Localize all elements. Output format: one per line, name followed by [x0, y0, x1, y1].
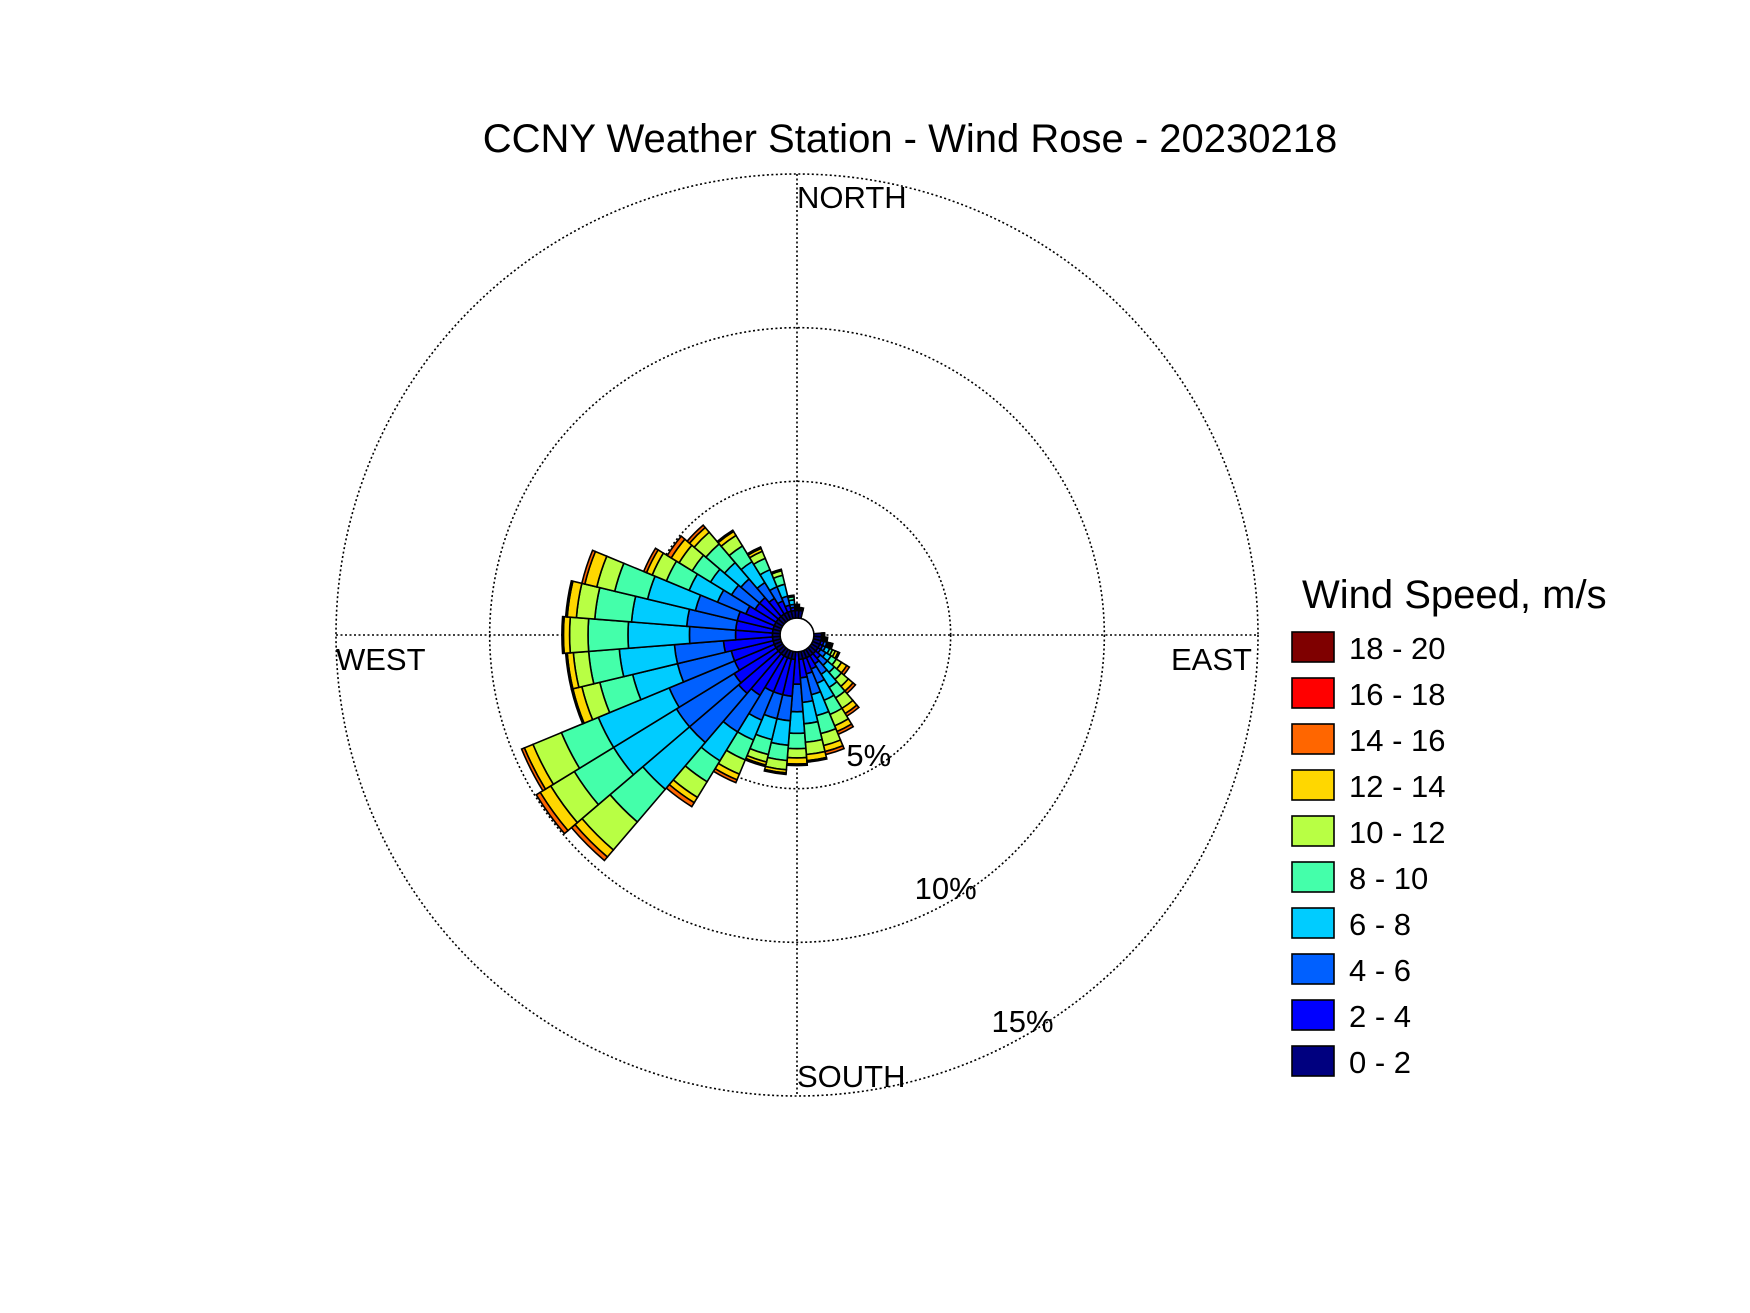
- sector-234-bin-7: [535, 791, 570, 835]
- sector-270-bin-4: [587, 617, 630, 653]
- direction-label-west: WEST: [336, 642, 426, 677]
- legend-swatch-2: [1291, 723, 1335, 755]
- legend-label-4: 10 - 12: [1349, 815, 1446, 850]
- legend-label-0: 18 - 20: [1349, 631, 1446, 666]
- direction-label-east: EAST: [1171, 642, 1252, 677]
- ring-label-1: 5%: [846, 738, 891, 773]
- chart-title: CCNY Weather Station - Wind Rose - 20230…: [483, 117, 1338, 161]
- sector-189-bin-7: [763, 768, 788, 776]
- sector-297-bin-7: [642, 547, 660, 574]
- legend-label-5: 8 - 10: [1349, 861, 1428, 896]
- legend-items: 18 - 20 16 - 18 14 - 16 12 - 14 10 - 12 8 - 1…: [1291, 631, 1446, 1080]
- sector-279-bin-7: [564, 579, 574, 618]
- sector-243-bin-7: [520, 746, 547, 792]
- calm-circle: [779, 617, 815, 653]
- sector-180-bin-3: [788, 710, 806, 735]
- legend-swatch-1: [1291, 677, 1335, 709]
- legend-label-8: 2 - 4: [1349, 999, 1411, 1034]
- grid-ring-2: [488, 326, 1106, 944]
- sector-315-bin-7: [686, 524, 707, 545]
- legend-swatch-9: [1291, 1045, 1335, 1077]
- sector-333-bin-7: [746, 545, 763, 557]
- legend-swatch-5: [1291, 861, 1335, 893]
- sector-288-bin-7: [580, 549, 597, 586]
- legend-label-9: 0 - 2: [1349, 1045, 1411, 1080]
- direction-label-north: NORTH: [797, 180, 907, 215]
- sector-270-bin-7: [561, 615, 566, 655]
- legend: Wind Speed, m/s 18 - 20 16 - 18 14 - 16 12 …: [1291, 573, 1607, 1080]
- sector-342-bin-6: [770, 568, 783, 575]
- legend-swatch-0: [1291, 631, 1335, 663]
- legend-swatch-6: [1291, 907, 1335, 939]
- legend-swatch-4: [1291, 815, 1335, 847]
- sector-270-bin-5: [568, 616, 590, 654]
- sector-261-bin-4: [587, 648, 625, 685]
- legend-title: Wind Speed, m/s: [1302, 573, 1607, 617]
- legend-label-3: 12 - 14: [1349, 769, 1446, 804]
- direction-label-south: SOUTH: [797, 1059, 906, 1094]
- legend-swatch-7: [1291, 953, 1335, 985]
- rose-sectors: [520, 524, 861, 862]
- sector-0-bin-4: [793, 603, 801, 607]
- sector-9-bin-2: [798, 606, 805, 611]
- sector-180-bin-4: [787, 732, 807, 750]
- ring-label-2: 10%: [915, 871, 977, 906]
- legend-label-6: 6 - 8: [1349, 907, 1411, 942]
- sector-351-bin-5: [786, 594, 795, 599]
- legend-swatch-3: [1291, 769, 1335, 801]
- sector-324-bin-7: [716, 529, 735, 544]
- sector-180-bin-5: [786, 747, 808, 759]
- sector-171-bin-7: [806, 756, 828, 764]
- ring-labels: 5% 10% 15%: [846, 738, 1053, 1039]
- grid-ring-3: [335, 173, 1259, 1097]
- ring-label-3: 15%: [991, 1004, 1053, 1039]
- legend-label-1: 16 - 18: [1349, 677, 1446, 712]
- sector-180-bin-7: [785, 762, 809, 767]
- legend-swatch-8: [1291, 999, 1335, 1031]
- legend-label-7: 4 - 6: [1349, 953, 1411, 988]
- sector-306-bin-7: [666, 535, 686, 560]
- legend-label-2: 14 - 16: [1349, 723, 1446, 758]
